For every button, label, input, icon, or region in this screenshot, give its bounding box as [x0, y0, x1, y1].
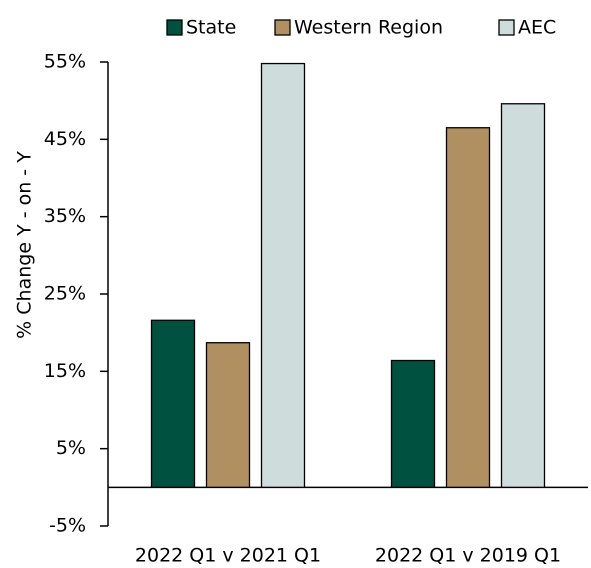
y-axis-label: % Change Y - on - Y — [14, 151, 36, 339]
bar — [260, 62, 306, 488]
y-tick-label: 55% — [44, 51, 86, 73]
legend-label: AEC — [518, 17, 556, 39]
legend-swatch — [498, 19, 515, 36]
y-tick-label: 5% — [56, 437, 86, 459]
x-tick-label: 2022 Q1 v 2021 Q1 — [135, 545, 321, 567]
legend-label: Western Region — [294, 17, 443, 39]
bar — [500, 103, 546, 488]
x-tick-label: 2022 Q1 v 2019 Q1 — [375, 545, 561, 567]
bar — [205, 342, 251, 488]
legend-swatch — [274, 19, 291, 36]
y-tick-label: 25% — [44, 283, 86, 305]
y-tick-label: -5% — [49, 515, 86, 537]
y-tick-label: 15% — [44, 360, 86, 382]
y-tick-label: 35% — [44, 205, 86, 227]
bar — [390, 359, 436, 488]
y-tick-label: 45% — [44, 128, 86, 150]
legend-swatch — [166, 19, 183, 36]
legend-label: State — [186, 17, 236, 39]
bar — [445, 127, 491, 488]
bar — [150, 319, 196, 488]
